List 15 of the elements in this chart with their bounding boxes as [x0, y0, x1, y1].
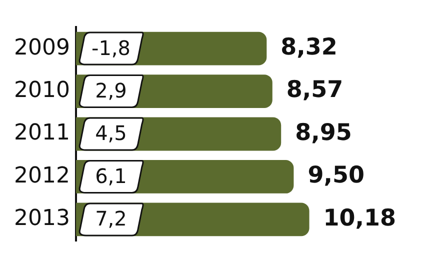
annotation: -1,8	[91, 36, 131, 60]
data-label: 8,95	[295, 120, 352, 146]
annotation: 6,1	[95, 164, 127, 188]
y-tick-label: 2010	[14, 78, 70, 103]
y-tick-label: 2012	[14, 163, 70, 188]
annotation: 2,9	[95, 78, 127, 102]
data-label: 8,32	[280, 34, 338, 61]
data-label: 8,57	[286, 77, 344, 104]
y-tick-label: 2009	[14, 35, 70, 60]
annotation: 4,5	[95, 121, 127, 146]
y-tick-label: 2011	[14, 120, 70, 146]
data-label: 9,50	[308, 162, 364, 189]
y-tick-label: 2013	[14, 206, 70, 232]
annotation: 7,2	[95, 206, 127, 231]
data-label: 10,18	[323, 205, 396, 232]
